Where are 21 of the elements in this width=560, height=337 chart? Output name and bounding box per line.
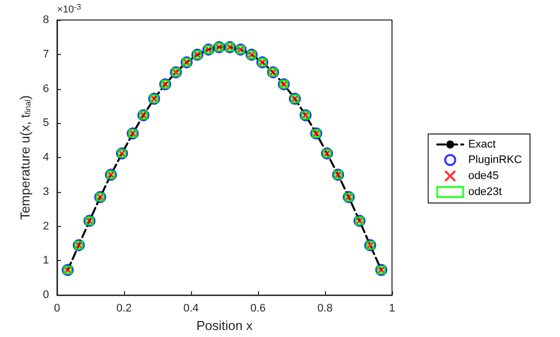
y-tick-label: 2: [42, 220, 49, 232]
y-tick-label: 5: [42, 117, 49, 130]
y-tick-label: 4: [42, 152, 49, 164]
y-tick-label: 8: [42, 14, 49, 26]
y-tick-label: 3: [42, 186, 49, 198]
x-tick-label: 0.4: [183, 302, 199, 315]
y-tick-label: 0: [42, 289, 49, 302]
legend-label: ode23t: [468, 186, 502, 198]
x-tick-label: 0.6: [250, 302, 266, 315]
y-tick-label: 7: [42, 48, 49, 60]
x-tick-label: 1: [388, 302, 396, 315]
legend-label: ode45: [468, 170, 499, 182]
x-axis-title: Position x: [196, 318, 254, 333]
x-tick-label: 0: [54, 302, 60, 315]
y-axis-title: Temperature u(x, tfinal): [17, 95, 32, 220]
legend-label: Exact: [468, 138, 496, 150]
x-tick-label: 0.8: [317, 302, 333, 315]
y-tick-label: 6: [42, 82, 49, 95]
legend-label: PluginRKC: [468, 154, 522, 166]
x-tick-label: 0.2: [116, 302, 132, 315]
y-tick-label: 1: [42, 254, 49, 267]
